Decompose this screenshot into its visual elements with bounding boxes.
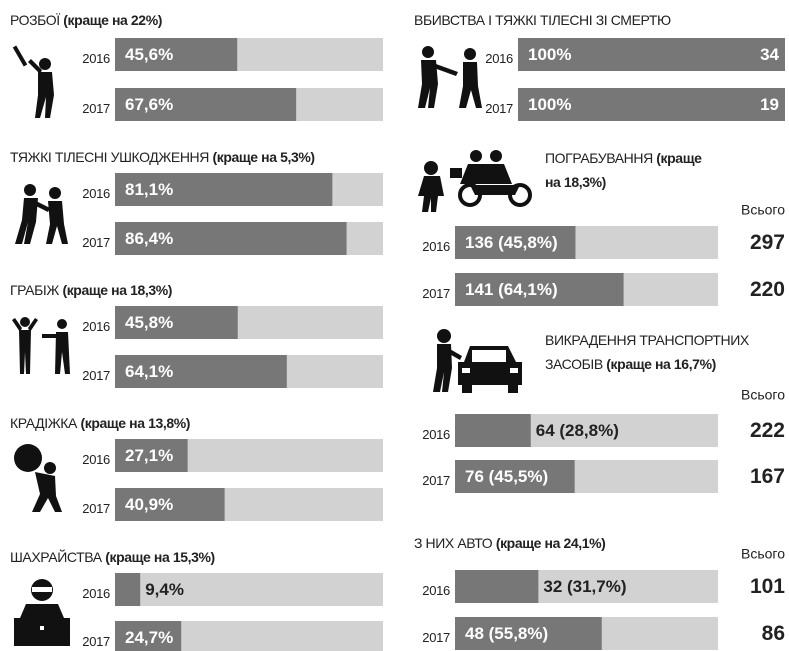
year-label: 2017	[422, 286, 450, 301]
value-label: 24,7%	[125, 628, 173, 647]
value-label: 64 (28,8%)	[536, 421, 619, 440]
total: 34	[760, 45, 779, 64]
value-label: 48 (55,8%)	[465, 624, 548, 643]
totals-label: Всього	[741, 202, 785, 218]
total: 297	[750, 231, 785, 254]
year-label: 2017	[82, 634, 110, 649]
value-label: 86,4%	[125, 229, 173, 248]
chart-title-block: ПОГРАБУВАННЯ (краще на 18,3%)	[545, 146, 715, 194]
chart-note: (краще на 5,3%)	[212, 149, 314, 165]
chart-note: (краще на 24,1%)	[496, 535, 606, 551]
total: 167	[750, 465, 785, 488]
bar	[115, 573, 140, 606]
year-label: 2016	[82, 586, 110, 601]
value-label: 32 (31,7%)	[543, 577, 626, 596]
total: 86	[762, 622, 785, 645]
chart-note: (краще на 16,7%)	[606, 356, 716, 372]
icon-thief	[14, 444, 62, 512]
totals-label: Всього	[741, 546, 785, 562]
icon-car-theft	[433, 329, 522, 393]
chart-title: ВБИВСТВА І ТЯЖКІ ТІЛЕСНІ ЗІ СМЕРТЮ	[414, 12, 671, 28]
chart-title-block: ШАХРАЙСТВА (краще на 15,3%)	[10, 545, 390, 569]
year-label: 2016	[82, 452, 110, 467]
year-label: 2017	[82, 501, 110, 516]
chart-title: ПОГРАБУВАННЯ	[545, 150, 653, 166]
total: 222	[750, 419, 785, 442]
year-label: 2016	[485, 51, 513, 66]
chart-title-block: ГРАБІЖ (краще на 18,3%)	[10, 278, 390, 302]
value-label: 100%	[528, 95, 571, 114]
chart-title-block: ВБИВСТВА І ТЯЖКІ ТІЛЕСНІ ЗІ СМЕРТЮ	[414, 8, 789, 32]
total: 19	[760, 95, 779, 114]
chart-title: З НИХ АВТО	[414, 535, 492, 551]
year-label: 2016	[82, 319, 110, 334]
icon-grab	[12, 317, 70, 374]
year-label: 2017	[82, 235, 110, 250]
bar	[455, 570, 538, 603]
year-label: 2016	[422, 427, 450, 442]
value-label: 76 (45,5%)	[465, 467, 548, 486]
total: 220	[750, 278, 785, 301]
bar	[455, 414, 531, 447]
chart-note: (краще на 13,8%)	[80, 415, 190, 431]
totals-label: Всього	[741, 387, 785, 403]
icon-fight	[15, 184, 68, 244]
chart-note: (краще на 15,3%)	[105, 549, 215, 565]
value-label: 100%	[528, 45, 571, 64]
value-label: 136 (45,8%)	[465, 233, 558, 252]
icon-hacker	[14, 579, 70, 646]
value-label: 67,6%	[125, 95, 173, 114]
chart-title: ТЯЖКІ ТІЛЕСНІ УШКОДЖЕННЯ	[10, 149, 209, 165]
year-label: 2016	[82, 51, 110, 66]
year-label: 2017	[82, 101, 110, 116]
icon-robber	[13, 45, 54, 118]
chart-title: ГРАБІЖ	[10, 282, 59, 298]
value-label: 45,8%	[125, 313, 173, 332]
year-label: 2016	[422, 239, 450, 254]
chart-title-block: КРАДІЖКА (краще на 13,8%)	[10, 411, 390, 435]
icon-robbery	[418, 150, 530, 212]
value-label: 40,9%	[125, 495, 173, 514]
chart-title-block: ТЯЖКІ ТІЛЕСНІ УШКОДЖЕННЯ (краще на 5,3%)	[10, 145, 390, 169]
year-label: 2017	[422, 630, 450, 645]
year-label: 2016	[82, 186, 110, 201]
icon-murder	[418, 46, 482, 108]
chart-title: РОЗБОЇ	[10, 12, 60, 28]
value-label: 9,4%	[145, 580, 184, 599]
year-label: 2017	[422, 473, 450, 488]
value-label: 27,1%	[125, 446, 173, 465]
chart-title: КРАДІЖКА	[10, 415, 77, 431]
chart-title-block: РОЗБОЇ (краще на 22%)	[10, 8, 390, 32]
value-label: 141 (64,1%)	[465, 280, 558, 299]
total: 101	[750, 575, 785, 598]
year-label: 2017	[485, 101, 513, 116]
year-label: 2016	[422, 583, 450, 598]
value-label: 64,1%	[125, 362, 173, 381]
value-label: 81,1%	[125, 180, 173, 199]
chart-title-block: З НИХ АВТО (краще на 24,1%)	[414, 531, 714, 555]
chart-title: ШАХРАЙСТВА	[10, 549, 102, 565]
chart-note: (краще на 22%)	[63, 12, 162, 28]
chart-title-block: ВИКРАДЕННЯ ТРАНСПОРТНИХ ЗАСОБІВ (краще н…	[545, 328, 785, 376]
infographic: 2016 45,6% 2017 67,6% 2016 81,1% 2017 86,4% 2016…	[0, 0, 789, 651]
value-label: 45,6%	[125, 45, 173, 64]
chart-note: (краще на 18,3%)	[62, 282, 172, 298]
year-label: 2017	[82, 368, 110, 383]
